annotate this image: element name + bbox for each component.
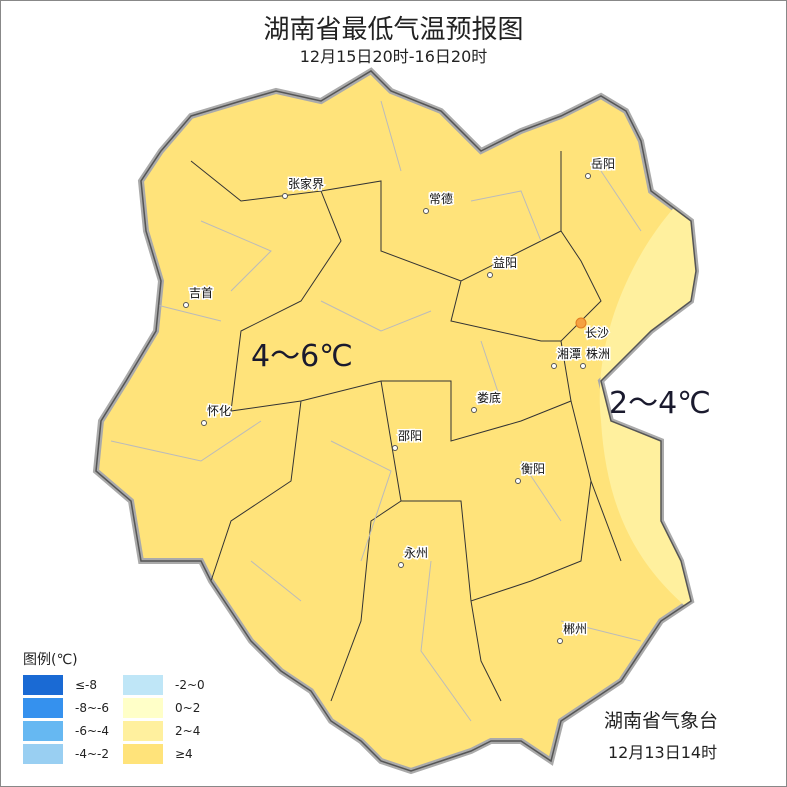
city-label: 吉首 bbox=[189, 286, 213, 300]
legend-swatch bbox=[123, 721, 163, 741]
legend-swatch bbox=[123, 698, 163, 718]
legend-swatch bbox=[23, 721, 63, 741]
city-label: 常德 bbox=[429, 191, 453, 206]
city-label: 怀化 bbox=[207, 404, 231, 418]
city-marker bbox=[398, 562, 404, 568]
city-marker bbox=[575, 317, 587, 329]
city-label: 郴州 bbox=[563, 622, 587, 636]
legend-item: -2~0 bbox=[123, 675, 223, 695]
legend-item: ≤-8 bbox=[23, 675, 123, 695]
map-subtitle: 12月15日20时-16日20时 bbox=[299, 47, 488, 66]
city-marker bbox=[201, 420, 207, 426]
city-marker bbox=[392, 445, 398, 451]
city-marker bbox=[423, 208, 429, 214]
city-label: 邵阳 bbox=[398, 429, 422, 443]
legend-label: 2~4 bbox=[175, 724, 201, 738]
legend-item: -6~-4 bbox=[23, 721, 123, 741]
city-marker bbox=[183, 302, 189, 308]
legend-label: 0~2 bbox=[175, 701, 201, 715]
city-marker bbox=[557, 638, 563, 644]
city-label: 湘潭 bbox=[557, 346, 581, 361]
region-label-2-4: 2～4℃ bbox=[609, 386, 711, 421]
region-label-4-6: 4～6℃ bbox=[251, 339, 353, 374]
legend-label: -4~-2 bbox=[75, 747, 109, 761]
city-marker bbox=[551, 363, 557, 369]
legend-swatch bbox=[23, 744, 63, 764]
legend: 图例(℃) ≤-8 -2~0 -8~-6 0~2 -6~-4 2~4 -4~-2 ≥4 bbox=[23, 649, 223, 764]
city-marker bbox=[282, 193, 288, 199]
city-label: 株洲 bbox=[586, 346, 610, 361]
legend-label: -2~0 bbox=[175, 678, 205, 692]
legend-label: -6~-4 bbox=[75, 724, 109, 738]
legend-item: -4~-2 bbox=[23, 744, 123, 764]
legend-swatch bbox=[23, 698, 63, 718]
legend-title: 图例(℃) bbox=[23, 652, 78, 668]
region-2-4 bbox=[599, 181, 696, 611]
city-label: 益阳 bbox=[493, 256, 517, 270]
issue-time: 12月13日14时 bbox=[608, 743, 718, 762]
city-marker bbox=[580, 363, 586, 369]
city-label: 永州 bbox=[404, 546, 428, 560]
city-label: 娄底 bbox=[477, 390, 501, 405]
legend-item: -8~-6 bbox=[23, 698, 123, 718]
city-label: 衡阳 bbox=[521, 462, 545, 476]
legend-item: 0~2 bbox=[123, 698, 223, 718]
legend-swatch bbox=[23, 675, 63, 695]
province-border bbox=[95, 70, 697, 772]
city-marker bbox=[585, 173, 591, 179]
city-label: 岳阳 bbox=[591, 157, 615, 171]
county-borders bbox=[110, 100, 662, 722]
map-title: 湖南省最低气温预报图 bbox=[263, 15, 524, 45]
legend-item: ≥4 bbox=[123, 744, 223, 764]
legend-item: 2~4 bbox=[123, 721, 223, 741]
legend-swatch bbox=[123, 744, 163, 764]
city-marker bbox=[487, 272, 493, 278]
legend-label: ≤-8 bbox=[75, 678, 98, 692]
organization: 湖南省气象台 bbox=[604, 710, 719, 732]
city-label: 张家界 bbox=[288, 176, 324, 191]
legend-label: -8~-6 bbox=[75, 701, 109, 715]
prefecture-borders bbox=[190, 151, 622, 702]
city-marker bbox=[515, 478, 521, 484]
city-marker bbox=[471, 407, 477, 413]
city-label: 长沙 bbox=[585, 326, 609, 340]
legend-label: ≥4 bbox=[175, 747, 193, 761]
legend-swatch bbox=[123, 675, 163, 695]
